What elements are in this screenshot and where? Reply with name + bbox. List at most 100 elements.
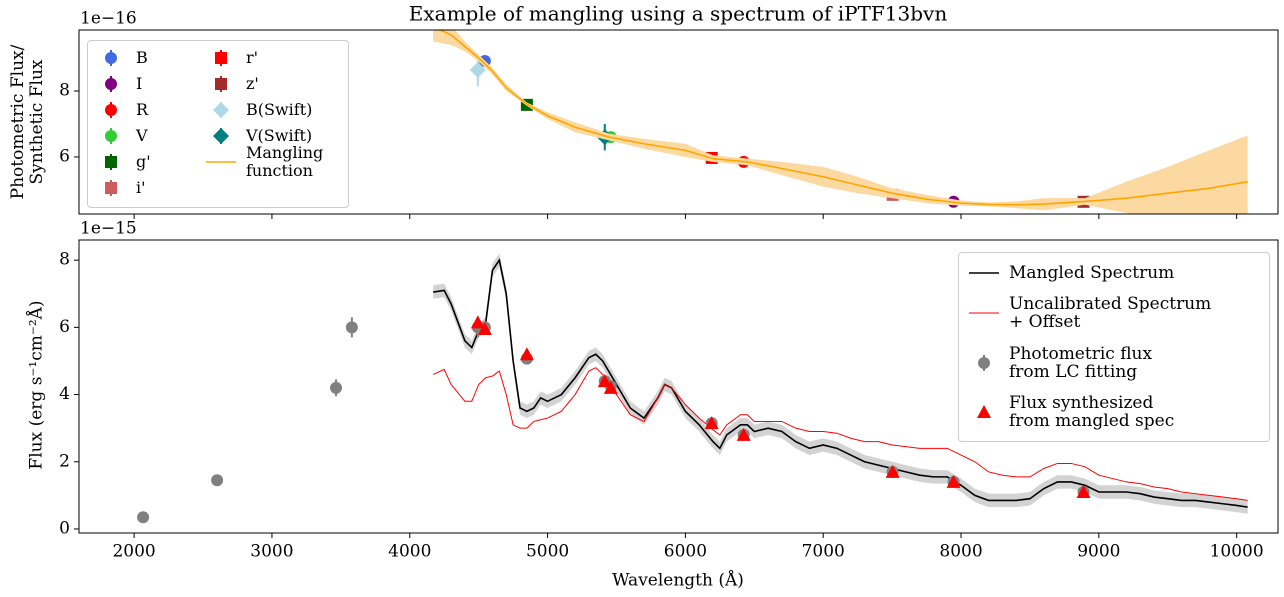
x-tick-label: 5000 (526, 542, 569, 562)
legend-swatch (978, 354, 990, 371)
legend-swatch (105, 50, 117, 66)
legend-label: Uncalibrated Spectrum + Offset (1009, 294, 1212, 333)
marker (211, 474, 224, 487)
marker (345, 321, 358, 334)
marker (330, 381, 343, 394)
legend-swatch (105, 128, 117, 144)
legend-entry: Uncalibrated Spectrum + Offset (967, 295, 1261, 331)
legend-swatch (213, 102, 229, 118)
legend-entry: Mangled Spectrum (967, 264, 1261, 282)
legend-swatch (215, 76, 227, 92)
legend: Mangled Spectrum Uncalibrated Spectrum + … (958, 252, 1270, 442)
marker (603, 380, 618, 394)
legend-label: V(Swift) (246, 126, 313, 145)
y-tick-label: 8 (59, 250, 70, 270)
marker (105, 104, 117, 116)
y-tick-label: 4 (59, 384, 70, 404)
confidence-band (433, 30, 1248, 214)
marker (885, 464, 900, 478)
legend-entry: g' (94, 149, 204, 175)
legend-label: Flux synthesized from mangled spec (1009, 393, 1175, 432)
x-tick-label: 2000 (112, 542, 155, 562)
marker (946, 474, 961, 488)
legend-label: B (136, 48, 148, 67)
x-tick-label: 6000 (664, 542, 707, 562)
marker (977, 405, 991, 419)
offset-label: 1e−15 (80, 219, 137, 239)
marker (215, 52, 227, 64)
legend-swatch (206, 161, 236, 163)
x-tick-label: 3000 (250, 542, 293, 562)
legend-swatch (105, 76, 117, 92)
axes-frame (78, 29, 1279, 215)
legend-entry: V (94, 123, 204, 149)
marker (137, 511, 150, 524)
legend-swatch (977, 405, 991, 419)
axes-frame (78, 239, 1279, 534)
legend-label: V (136, 126, 148, 145)
legend-label: B(Swift) (246, 100, 313, 119)
marker (978, 356, 990, 369)
offset-label: 1e−16 (80, 9, 137, 29)
legend-swatch (105, 102, 117, 118)
marker (105, 130, 117, 142)
series-line (432, 367, 1248, 501)
marker (477, 322, 492, 336)
marker (469, 61, 486, 78)
marker (1076, 485, 1091, 499)
legend-label: i' (136, 178, 146, 197)
marker (105, 78, 117, 90)
x-tick-label: 4000 (388, 542, 431, 562)
x-axis-label: Wavelength (Å) (612, 570, 744, 591)
legend-label: R (136, 100, 149, 119)
marker (213, 128, 229, 144)
marker (105, 182, 117, 194)
y-axis-label: Photometric Flux/ Synthetic Flux (8, 44, 47, 200)
y-tick-label: 6 (59, 317, 70, 337)
marker (470, 315, 485, 329)
legend-swatch (969, 271, 999, 274)
legend-label: g' (136, 152, 151, 171)
marker (105, 156, 117, 168)
legend-entry: Flux synthesized from mangled spec (967, 394, 1261, 430)
marker (519, 347, 534, 361)
legend-entry: B(Swift) (204, 97, 344, 123)
x-tick-label: 8000 (939, 542, 982, 562)
marker (704, 416, 719, 430)
legend-label: r' (246, 48, 259, 67)
plot-area (137, 253, 1248, 524)
legend-label: Photometric flux from LC fitting (1009, 343, 1153, 382)
legend-entry: z' (204, 71, 344, 97)
legend-label: z' (246, 74, 259, 93)
legend-entry: I (94, 71, 204, 97)
legend-swatch (215, 50, 227, 66)
legend-entry: B (94, 45, 204, 71)
marker (213, 102, 229, 118)
marker (736, 427, 751, 441)
legend-entry: Photometric flux from LC fitting (967, 345, 1261, 381)
legend-swatch (105, 180, 117, 196)
marker (215, 78, 227, 90)
x-tick-label: 7000 (802, 542, 845, 562)
marker (105, 52, 117, 64)
legend-entry: r' (204, 45, 344, 71)
legend-label: I (136, 74, 143, 93)
legend-swatch (969, 312, 999, 314)
series-line (438, 30, 1248, 206)
y-tick-label: 8 (59, 81, 70, 101)
y-tick-label: 0 (59, 518, 70, 538)
legend-entry: R (94, 97, 204, 123)
x-tick-label: 9000 (1077, 542, 1120, 562)
legend-swatch (105, 154, 117, 170)
series-line (433, 258, 1248, 508)
marker (597, 374, 612, 388)
y-tick-label: 2 (59, 451, 70, 471)
chart-title: Example of mangling using a spectrum of … (409, 2, 948, 26)
legend-entry: Mangling function (204, 144, 344, 180)
legend-entry: i' (94, 175, 204, 201)
legend-entry: V(Swift) (204, 123, 344, 149)
legend-swatch (213, 128, 229, 144)
